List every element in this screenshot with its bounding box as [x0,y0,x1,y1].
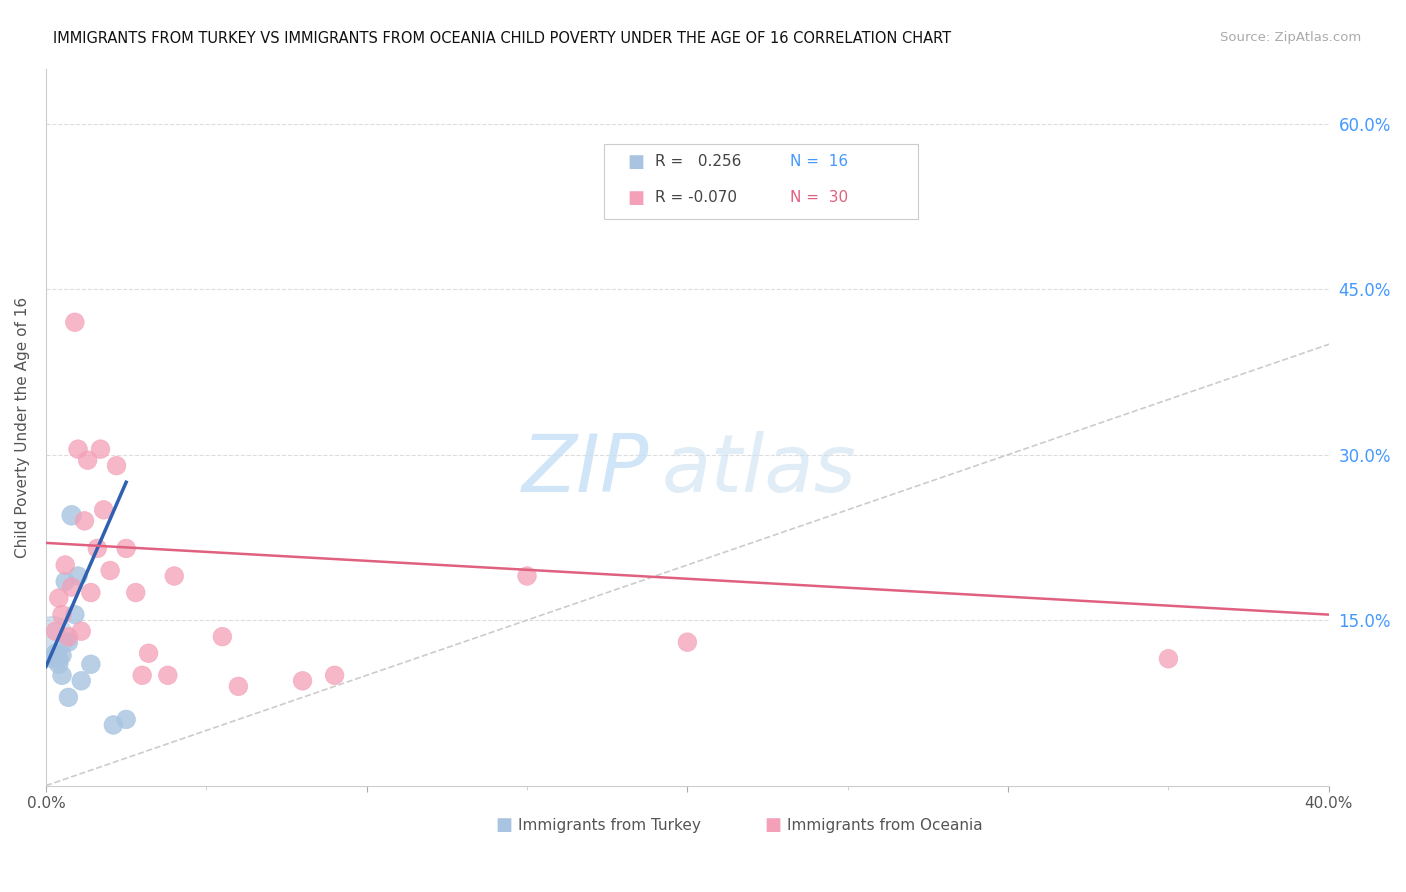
Point [93,503,115,517]
Point [48,652,70,666]
Point [51,607,73,622]
Point [516,569,538,583]
Point [45,624,67,639]
Point [115,713,138,727]
Point [323,668,346,682]
Text: ZIP: ZIP [522,431,650,509]
Point [63,607,86,622]
Point [41,630,63,644]
Point [105,458,128,473]
Point [53,574,76,589]
Point [98,564,121,578]
Point [70,624,93,639]
Point [228,679,250,693]
Point [291,673,314,688]
Point [211,630,233,644]
Point [80,585,103,599]
Point [48,657,70,672]
Point [60,508,83,523]
Point [58,630,80,644]
Text: ■: ■ [627,188,644,207]
Y-axis label: Child Poverty Under the Age of 16: Child Poverty Under the Age of 16 [15,296,30,558]
Text: R =   0.256: R = 0.256 [655,154,742,169]
Point [76,453,98,467]
Text: ■: ■ [627,153,644,170]
Point [115,541,138,556]
Point [45,646,67,660]
Point [60,580,83,594]
Point [676,635,699,649]
Point [48,591,70,605]
Text: Immigrants from Turkey: Immigrants from Turkey [517,818,702,832]
Text: IMMIGRANTS FROM TURKEY VS IMMIGRANTS FROM OCEANIA CHILD POVERTY UNDER THE AGE OF: IMMIGRANTS FROM TURKEY VS IMMIGRANTS FRO… [53,31,952,46]
Text: R = -0.070: R = -0.070 [655,190,737,205]
Text: Source: ZipAtlas.com: Source: ZipAtlas.com [1220,31,1361,45]
Text: ■: ■ [495,816,512,834]
Point [103,718,125,732]
Point [67,442,90,457]
Point [163,569,186,583]
Point [131,668,153,682]
Text: N =  16: N = 16 [790,154,848,169]
Point [58,690,80,705]
Point [51,648,73,663]
Point [41,652,63,666]
Point [156,668,179,682]
Point [125,585,148,599]
Point [63,315,86,329]
Point [67,569,90,583]
Text: atlas: atlas [662,431,856,509]
Text: ■: ■ [765,816,782,834]
Point [58,635,80,649]
Point [51,668,73,682]
Point [53,558,76,572]
Point [80,657,103,672]
Point [70,673,93,688]
Point [1157,652,1180,666]
Point [138,646,160,660]
FancyBboxPatch shape [605,144,918,219]
Point [86,541,108,556]
Text: N =  30: N = 30 [790,190,848,205]
Point [89,442,111,457]
Text: Immigrants from Oceania: Immigrants from Oceania [787,818,983,832]
Point [73,514,96,528]
